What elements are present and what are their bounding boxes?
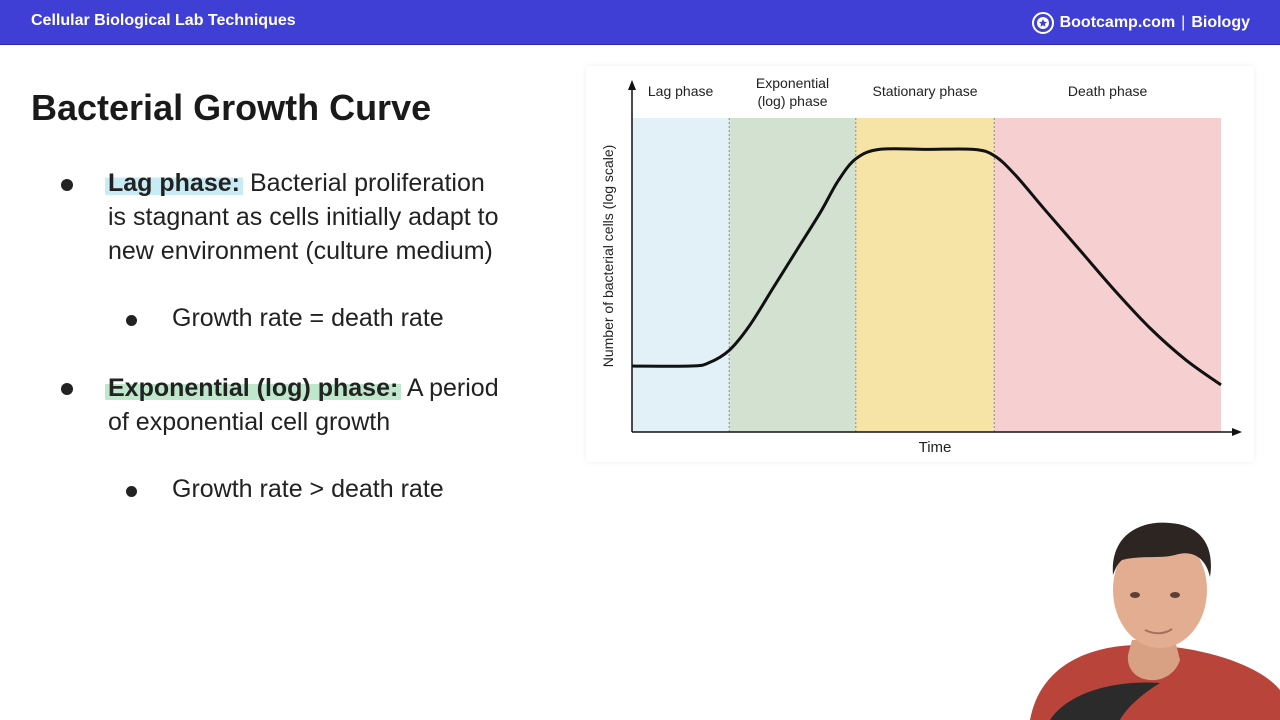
- brand-subject: Biology: [1191, 14, 1250, 31]
- slide-title: Bacterial Growth Curve: [31, 87, 432, 128]
- y-axis-arrow: [628, 80, 636, 90]
- bullet-text-line1: A period: [406, 374, 499, 402]
- phase-label: Exponential: [756, 75, 829, 91]
- phase-band-3: [855, 118, 995, 432]
- growth-curve-svg: Lag phase Exponential (log) phase Stationar…: [600, 75, 1242, 456]
- bullet-lag-phase: Lag phase: Bacterial proliferation is st…: [105, 166, 578, 268]
- term-exponential-phase: Exponential (log) phase:: [105, 374, 402, 402]
- growth-curve-chart: Lag phase Exponential (log) phase Stationar…: [586, 66, 1254, 462]
- phase-label: Stationary phase: [872, 83, 977, 99]
- bootcamp-logo-icon: [1031, 12, 1054, 34]
- brand: Bootcamp.com | Biology: [1031, 10, 1250, 36]
- bullet-text-line2: of exponential cell growth: [108, 408, 391, 436]
- brand-separator: |: [1181, 14, 1186, 31]
- bullet-text-line2: is stagnant as cells initially adapt to: [108, 203, 499, 231]
- presenter-video: [1010, 515, 1280, 720]
- phase-band-2: [729, 118, 856, 432]
- phase-band-4: [994, 118, 1221, 432]
- term-lag-phase: Lag phase:: [105, 169, 243, 197]
- bullet-exponential-phase: Exponential (log) phase: A period of exp…: [105, 371, 578, 439]
- x-axis-label: Time: [919, 439, 952, 456]
- growth-curve-line: [631, 147, 1222, 387]
- y-axis-label: Number of bacterial cells (log scale): [600, 145, 616, 368]
- bullet-text-line3: new environment (culture medium): [108, 237, 493, 265]
- brand-name: Bootcamp.com: [1059, 14, 1176, 31]
- sub-bullet-exponential: Growth rate > death rate: [172, 475, 444, 503]
- top-bar: Cellular Biological Lab Techniques Bootc…: [0, 0, 1280, 45]
- bullet-dot: [61, 179, 73, 191]
- bullet-text-line1: Bacterial proliferation: [249, 169, 485, 197]
- x-axis-arrow: [1232, 428, 1242, 436]
- sub-bullet-dot: [126, 315, 137, 326]
- course-title: Cellular Biological Lab Techniques: [31, 12, 296, 29]
- sub-bullet-lag: Growth rate = death rate: [172, 304, 444, 332]
- phase-band-1: [632, 118, 730, 432]
- bullet-dot: [61, 383, 73, 395]
- phase-label: Death phase: [1068, 83, 1148, 99]
- sub-bullet-dot: [126, 486, 137, 497]
- phase-label: Lag phase: [648, 83, 714, 99]
- phase-label: (log) phase: [757, 93, 827, 109]
